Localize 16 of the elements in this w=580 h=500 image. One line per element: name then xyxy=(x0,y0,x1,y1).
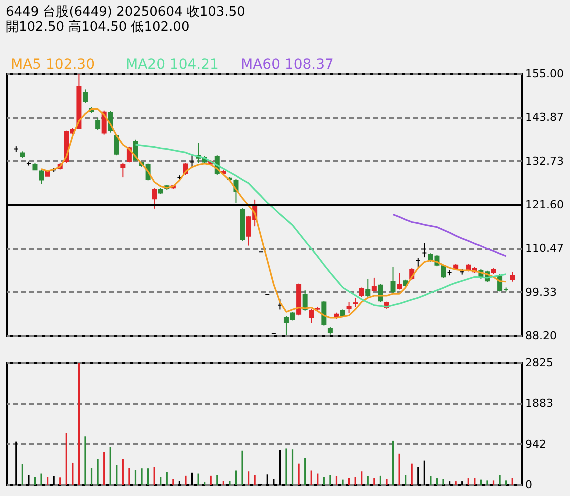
chart-title: 6449 台股(6449) 20250604 收103.50 xyxy=(6,5,246,20)
y-tick-label: 2825 xyxy=(526,356,554,370)
text: MA20 104.21 xyxy=(126,57,219,73)
y-tick-label: 88.20 xyxy=(526,330,557,342)
y-tick-label: 99.33 xyxy=(526,286,557,299)
y-tick-label: 942 xyxy=(526,438,546,451)
y-tick-label: 1883 xyxy=(526,397,554,410)
y-tick-label: 155.00 xyxy=(526,68,564,80)
y-tick-label: 143.87 xyxy=(526,111,564,124)
y-tick-label: 0 xyxy=(526,478,532,492)
y-tick-label: 121.60 xyxy=(526,198,564,212)
y-tick-label: 132.73 xyxy=(526,154,564,168)
text: MA60 108.37 xyxy=(241,57,334,73)
text: MA5 102.30 xyxy=(11,57,95,73)
y-tick-label: 110.47 xyxy=(526,242,564,256)
chart-subtitle: 開102.50 高104.50 低102.00 xyxy=(6,19,190,35)
